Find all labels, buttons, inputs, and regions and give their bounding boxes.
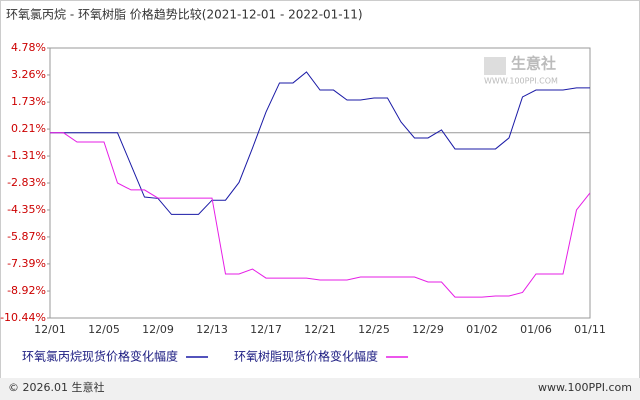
y-tick-label: 3.26% [11, 68, 46, 81]
y-tick-label: -2.83% [7, 176, 46, 189]
legend-label: 环氧氯丙烷现货价格变化幅度 [22, 349, 178, 364]
x-tick-label: 12/29 [412, 323, 444, 336]
y-tick-label: -1.31% [7, 149, 46, 162]
x-tick-label: 01/02 [466, 323, 498, 336]
series-line [50, 132, 591, 298]
y-tick-label: 0.21% [11, 122, 46, 135]
x-tick-label: 12/21 [304, 323, 336, 336]
legend-label: 环氧树脂现货价格变化幅度 [234, 349, 378, 364]
y-tick-label: -5.87% [7, 230, 46, 243]
series-line [50, 71, 590, 215]
chart-title: 环氧氯丙烷 - 环氧树脂 价格趋势比较(2021-12-01 - 2022-01… [6, 7, 363, 22]
x-tick-label: 12/17 [250, 323, 282, 336]
x-tick-label: 12/09 [142, 323, 174, 336]
x-tick-label: 12/25 [358, 323, 390, 336]
y-tick-label: -8.92% [7, 284, 46, 297]
footer-site: www.100PPI.com [538, 381, 632, 394]
x-tick-label: 12/05 [88, 323, 120, 336]
watermark-icon [484, 57, 506, 75]
y-tick-label: 4.78% [11, 41, 46, 54]
watermark-site: WWW.100PPI.COM [484, 77, 558, 86]
x-tick-label: 01/11 [574, 323, 606, 336]
watermark: 生意社 WWW.100PPI.COM [484, 55, 558, 86]
y-tick-label: 1.73% [11, 95, 46, 108]
watermark-brand: 生意社 [511, 55, 556, 73]
y-tick-label: -10.44% [0, 311, 46, 324]
footer-copyright: © 2026.01 生意社 [8, 380, 104, 394]
x-tick-label: 12/01 [34, 323, 66, 336]
x-tick-label: 01/06 [520, 323, 552, 336]
y-tick-label: -7.39% [7, 257, 46, 270]
footer-bar [0, 378, 640, 400]
x-tick-label: 12/13 [196, 323, 228, 336]
y-tick-label: -4.35% [7, 203, 46, 216]
